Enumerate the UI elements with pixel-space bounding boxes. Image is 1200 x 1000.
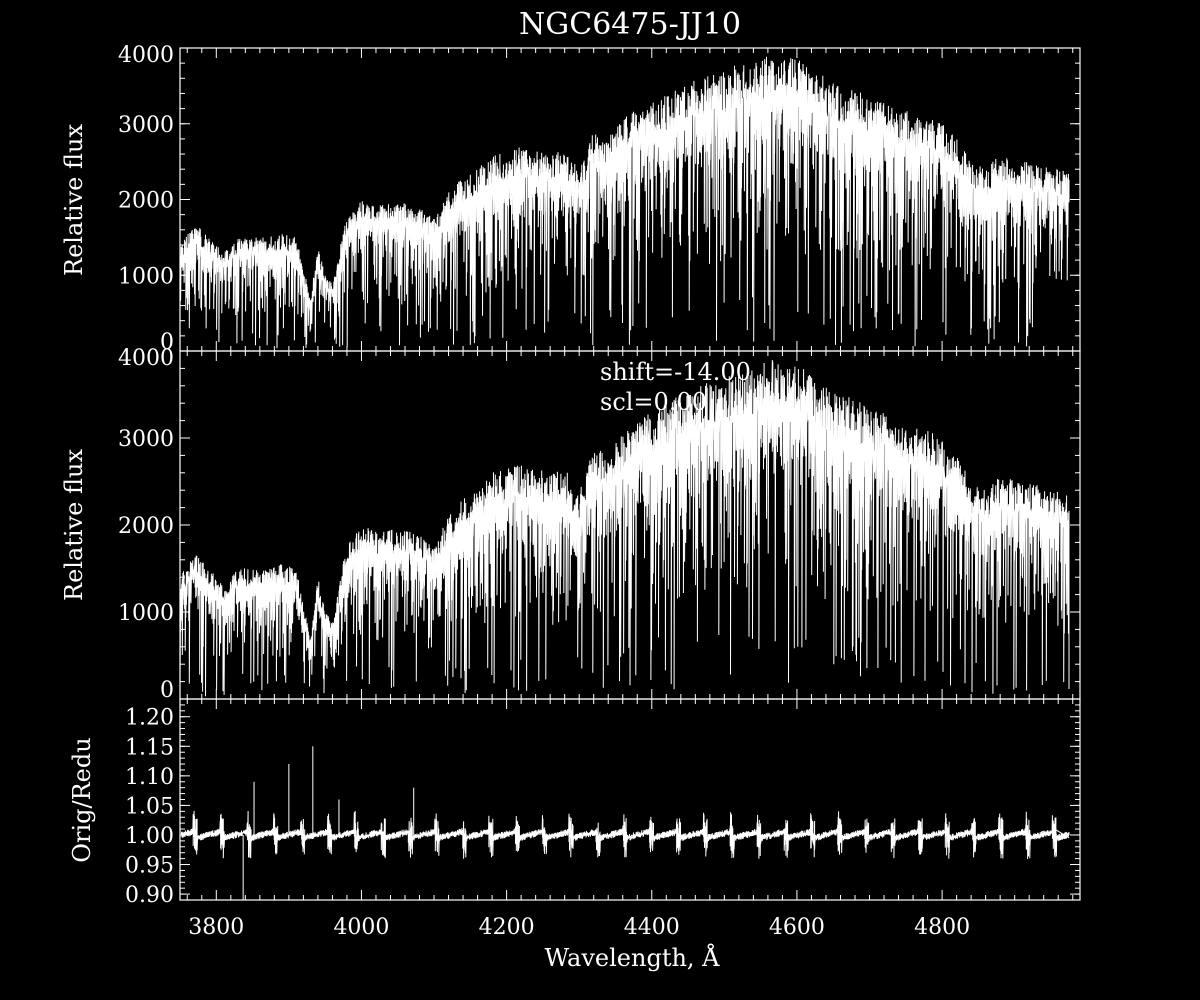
chart-title: NGC6475-JJ10 [519,7,741,42]
axis-tick-labels: 01000200030004000010002000300040000.900.… [118,43,970,940]
middle-panel-ylabel: Relative flux [60,449,88,601]
y-tick-label: 4000 [118,346,174,371]
y-tick-label: 1000 [118,601,174,626]
y-tick-label: 2000 [118,514,174,539]
y-tick-label: 1.00 [125,824,174,849]
y-tick-label: 1.15 [125,735,174,760]
x-tick-label: 4000 [333,915,389,940]
y-tick-label: 0 [160,330,174,355]
x-tick-label: 4400 [624,915,680,940]
x-tick-label: 4800 [914,915,970,940]
y-tick-label: 1.20 [125,706,174,731]
y-tick-label: 4000 [118,43,174,68]
y-tick-label: 0.95 [125,854,174,879]
ratio-line [181,810,1070,860]
plot-series [179,56,1070,900]
y-tick-label: 1.10 [125,765,174,790]
axis-ticks [180,47,1080,901]
top-panel-ylabel: Relative flux [60,124,88,276]
x-tick-label: 4200 [479,915,535,940]
bottom-panel-frame [179,698,1081,901]
scl-annotation: scl=0.00 [600,388,707,416]
y-tick-label: 1.05 [125,794,174,819]
y-tick-label: 1000 [118,264,174,289]
original-spectrum-line [179,56,1070,349]
y-tick-label: 2000 [118,189,174,214]
bottom-panel-ylabel: Orig/Redu [68,737,96,862]
shift-annotation: shift=-14.00 [600,358,751,386]
reduced-spectrum-line [179,359,1070,697]
y-tick-label: 0 [160,678,174,703]
ratio-tail-segment [1054,828,1070,839]
y-tick-label: 3000 [118,427,174,452]
x-tick-label: 4600 [769,915,825,940]
y-tick-label: 3000 [118,113,174,138]
x-tick-label: 3800 [188,915,244,940]
y-tick-label: 0.90 [125,883,174,908]
x-axis-label: Wavelength, Å [544,943,720,972]
